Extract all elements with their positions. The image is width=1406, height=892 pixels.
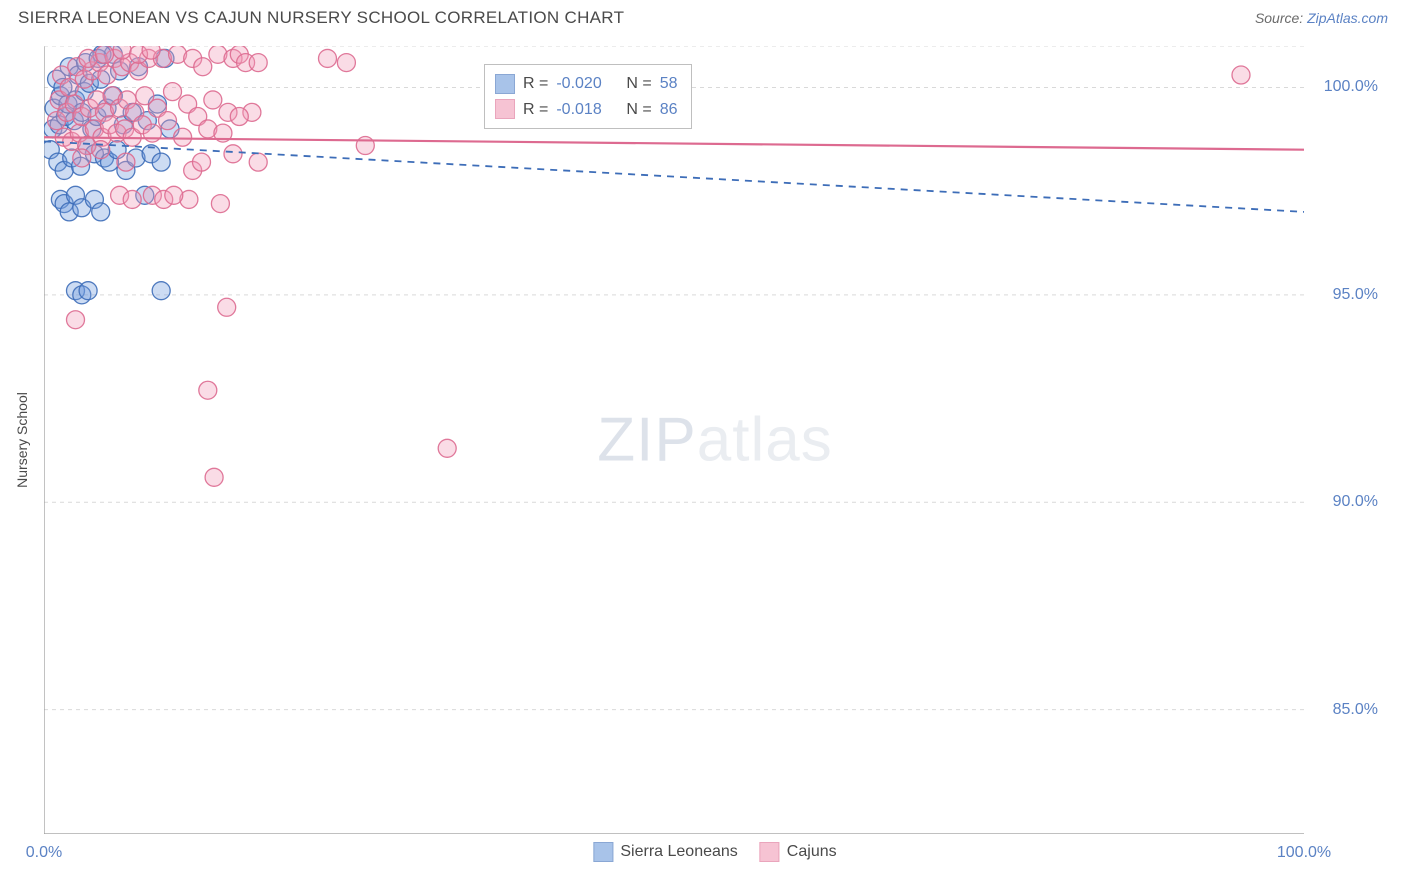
legend-n-label: N = — [626, 97, 651, 123]
y-tick-label: 85.0% — [1333, 701, 1378, 719]
series-legend: Sierra Leoneans Cajuns — [593, 842, 836, 862]
series-legend-label: Sierra Leoneans — [620, 843, 737, 861]
legend-swatch — [495, 74, 515, 94]
y-tick-label: 90.0% — [1333, 493, 1378, 511]
legend-n-label: N = — [626, 71, 651, 97]
chart-area: ZIPatlas R =-0.020N =58R =-0.018N =86 Si… — [44, 46, 1386, 834]
legend-r-value: -0.018 — [556, 97, 618, 123]
legend-swatch — [760, 842, 780, 862]
series-legend-item: Cajuns — [760, 842, 837, 862]
source-text: Source: ZipAtlas.com — [1255, 10, 1388, 26]
source-prefix: Source: — [1255, 10, 1307, 26]
y-axis-label: Nursery School — [14, 392, 30, 488]
legend-row: R = -0.018 N = 86 — [495, 97, 677, 123]
legend-n-value: 86 — [660, 97, 678, 123]
legend-swatch — [495, 99, 515, 119]
correlation-legend: R = -0.020 N = 58 R = -0.018 N = 86 — [484, 64, 692, 129]
series-legend-label: Cajuns — [787, 843, 837, 861]
scatter-chart — [44, 46, 1386, 834]
source-link[interactable]: ZipAtlas.com — [1307, 10, 1388, 26]
legend-r-value: -0.020 — [556, 71, 618, 97]
legend-swatch — [593, 842, 613, 862]
x-tick-label: 100.0% — [1277, 844, 1331, 862]
legend-row: R = -0.020 N = 58 — [495, 71, 677, 97]
series-legend-item: Sierra Leoneans — [593, 842, 737, 862]
legend-n-value: 58 — [660, 71, 678, 97]
y-tick-label: 100.0% — [1324, 78, 1378, 96]
legend-r-label: R = — [523, 71, 548, 97]
y-tick-label: 95.0% — [1333, 286, 1378, 304]
chart-title: SIERRA LEONEAN VS CAJUN NURSERY SCHOOL C… — [18, 8, 624, 28]
legend-r-label: R = — [523, 97, 548, 123]
x-tick-label: 0.0% — [26, 844, 62, 862]
